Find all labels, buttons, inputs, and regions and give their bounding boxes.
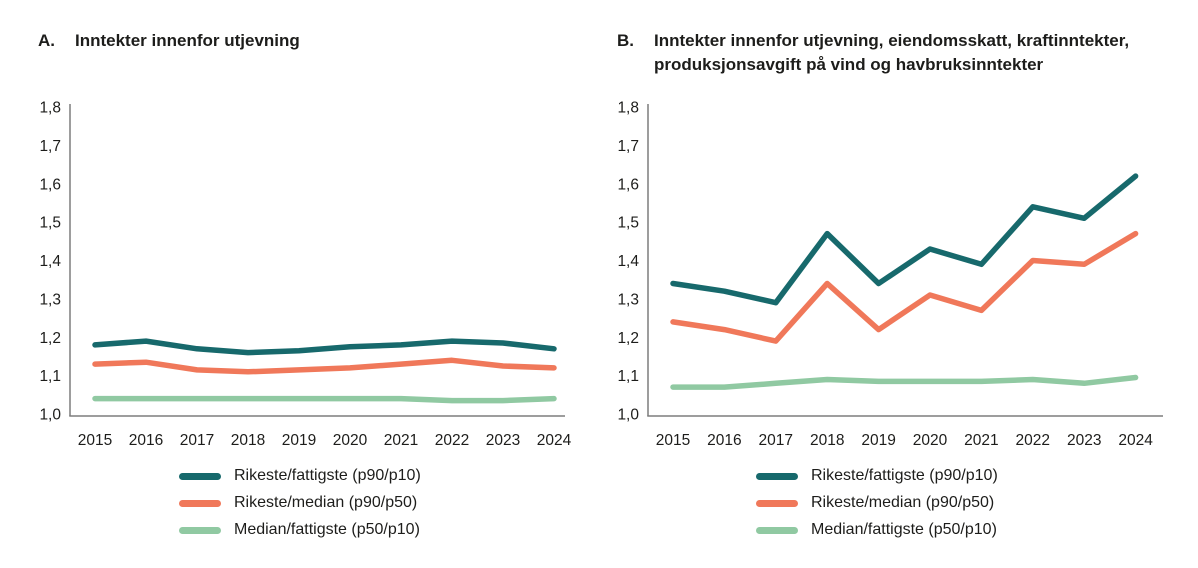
x-tick-label: 2024	[1118, 432, 1153, 449]
legend-label: Median/fattigste (p50/p10)	[811, 521, 997, 538]
y-tick-label: 1,6	[617, 176, 639, 193]
panel-b-title-text: Inntekter innenfor utjevning, eiendomssk…	[654, 29, 1129, 77]
y-tick-label: 1,1	[617, 368, 639, 385]
y-tick-label: 1,4	[617, 253, 639, 270]
x-tick-label: 2016	[707, 432, 741, 449]
x-tick-label: 2017	[759, 432, 793, 449]
panel-b-chart: 1,0 1,1 1,2 1,3 1,4 1,5 1,6 1,7 1,8 2015 2016 2017 2…	[617, 100, 1163, 449]
x-tick-label: 2023	[1067, 432, 1101, 449]
y-tick-label: 1,2	[617, 330, 639, 347]
panel-a-letter: A.	[38, 31, 55, 50]
series-line-3	[670, 374, 1139, 390]
y-tick-label: 1,0	[39, 407, 61, 424]
legend-item: Rikeste/median (p90/p50)	[756, 493, 998, 513]
x-tick-label: 2022	[1016, 432, 1050, 449]
x-tick-label: 2020	[913, 432, 948, 449]
legend-swatch	[756, 526, 798, 534]
panel-a-legend: Rikeste/fattigste (p90/p10) Rikeste/media…	[179, 466, 421, 540]
x-tick-label: 2023	[486, 432, 520, 449]
legend-swatch	[179, 526, 221, 534]
y-tick-label: 1,5	[39, 215, 61, 232]
y-tick-label: 1,2	[39, 330, 61, 347]
x-tick-label: 2016	[129, 432, 163, 449]
y-tick-label: 1,6	[39, 176, 61, 193]
legend-item: Rikeste/fattigste (p90/p10)	[756, 466, 998, 486]
legend-item: Rikeste/fattigste (p90/p10)	[179, 466, 421, 486]
x-tick-label: 2018	[810, 432, 844, 449]
x-tick-label: 2015	[656, 432, 690, 449]
y-tick-label: 1,4	[39, 253, 61, 270]
x-tick-label: 2021	[384, 432, 418, 449]
series-line-1	[670, 173, 1139, 306]
legend-label: Rikeste/fattigste (p90/p10)	[234, 467, 421, 484]
legend-item: Median/fattigste (p50/p10)	[756, 520, 998, 540]
legend-swatch	[756, 499, 798, 507]
x-tick-label: 2017	[180, 432, 214, 449]
series-line-1	[92, 338, 557, 356]
series-line-3	[92, 395, 557, 404]
legend-swatch	[179, 472, 221, 480]
x-tick-label: 2015	[78, 432, 112, 449]
panel-b-title: B. Inntekter innenfor utjevning, eiendom…	[617, 29, 1129, 77]
panel-title-line: produksjonsavgift på vind og havbruksinn…	[654, 55, 1044, 74]
y-tick-label: 1,0	[617, 407, 639, 424]
legend-label: Rikeste/fattigste (p90/p10)	[811, 467, 998, 484]
panel-a-chart: 1,0 1,1 1,2 1,3 1,4 1,5 1,6 1,7 1,8 2015 2016 2017 2…	[39, 100, 572, 450]
legend-label: Rikeste/median (p90/p50)	[234, 494, 418, 511]
series-line-2	[670, 230, 1139, 344]
x-tick-label: 2022	[435, 432, 469, 449]
y-tick-label: 1,8	[617, 100, 639, 117]
legend-label: Rikeste/median (p90/p50)	[811, 494, 995, 511]
panel-title-line: Inntekter innenfor utjevning	[75, 31, 300, 50]
legend-swatch	[756, 472, 798, 480]
legend-item: Rikeste/median (p90/p50)	[179, 493, 421, 513]
x-tick-label: 2020	[333, 432, 368, 449]
x-tick-label: 2018	[231, 432, 265, 449]
y-tick-label: 1,7	[617, 138, 639, 155]
y-tick-label: 1,7	[39, 138, 61, 155]
x-tick-label: 2021	[964, 432, 998, 449]
y-tick-label: 1,8	[39, 100, 61, 117]
x-tick-label: 2019	[861, 432, 895, 449]
panel-b: B. Inntekter innenfor utjevning, eiendom…	[599, 0, 1198, 568]
y-tick-label: 1,3	[39, 291, 61, 308]
x-tick-label: 2024	[537, 432, 572, 449]
y-tick-label: 1,5	[617, 215, 639, 232]
y-tick-label: 1,1	[39, 368, 61, 385]
legend-item: Median/fattigste (p50/p10)	[179, 520, 421, 540]
panel-b-legend: Rikeste/fattigste (p90/p10) Rikeste/media…	[756, 466, 998, 540]
y-tick-label: 1,3	[617, 291, 639, 308]
legend-label: Median/fattigste (p50/p10)	[234, 521, 420, 538]
panel-title-line: Inntekter innenfor utjevning, eiendomssk…	[654, 31, 1130, 50]
panel-a-title: A. Inntekter innenfor utjevning	[38, 29, 300, 53]
panel-a: A. Inntekter innenfor utjevning 1,0 1,1 1,…	[38, 29, 572, 540]
series-line-2	[92, 357, 557, 375]
x-tick-label: 2019	[282, 432, 316, 449]
legend-swatch	[179, 499, 221, 507]
panel-b-letter: B.	[617, 31, 634, 50]
panel-a-title-text: Inntekter innenfor utjevning	[75, 29, 300, 53]
